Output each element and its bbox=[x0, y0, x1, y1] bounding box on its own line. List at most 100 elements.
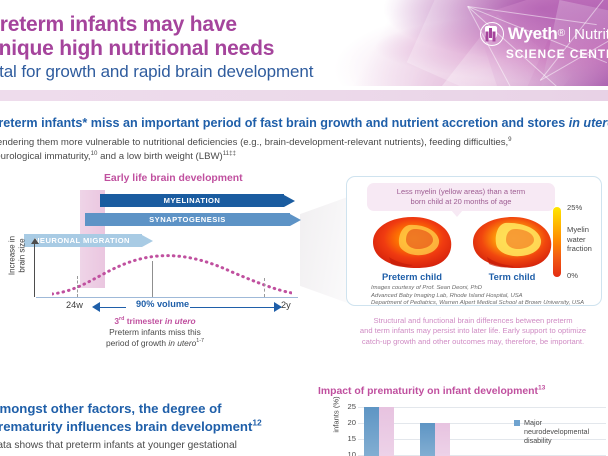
colorbar-max-label: 25% bbox=[567, 203, 583, 212]
section2-heading-line1: Amongst other factors, the degree of bbox=[0, 401, 222, 416]
timeline-arrow-neuronal-migration: NEURONAL MIGRATION bbox=[22, 234, 153, 247]
diagram-x-axis: 24w 90% volume 2y bbox=[60, 299, 300, 315]
bubble-line2: born child at 20 months of age bbox=[410, 197, 512, 206]
page-header: Preterm infants may have unique high nut… bbox=[0, 0, 608, 86]
wyeth-nutrition-logo: Wyeth ® Nutrition SCIENCE CENTER bbox=[479, 22, 608, 61]
colorbar-title-line1: Myelin bbox=[567, 225, 589, 234]
section2-body: Data shows that preterm infants at young… bbox=[0, 440, 237, 451]
trimester-note-body: Preterm infants miss this period of growt… bbox=[60, 327, 250, 349]
header-fade-overlay bbox=[272, 0, 362, 86]
colorbar-min-label: 0% bbox=[567, 271, 578, 280]
brain-development-diagram: Early life brain development MYELINATION… bbox=[0, 168, 608, 368]
trimester-body-line2: period of growth bbox=[105, 338, 169, 348]
section1-body: Rendering them more vulnerable to nutrit… bbox=[0, 136, 608, 163]
trimester-note-title: 3rd trimester in utero bbox=[60, 316, 250, 326]
legend-label-line2: neurodevelopmental bbox=[524, 427, 590, 436]
section1-heading-italic: in utero bbox=[568, 116, 608, 130]
chart-tick-15: 15 bbox=[347, 434, 356, 443]
section1-body-line2: neurological immaturity, bbox=[0, 150, 91, 162]
legend-label-line3: disability bbox=[524, 436, 552, 445]
chart-plot-area bbox=[358, 402, 606, 456]
section2-heading-ref: 12 bbox=[252, 417, 262, 428]
chart-legend: Major neurodevelopmental disability bbox=[514, 418, 608, 445]
pink-note-line1: Structural and functional brain differen… bbox=[373, 316, 573, 325]
timeline-arrow-neuronal-migration-label: NEURONAL MIGRATION bbox=[22, 234, 142, 247]
section1-heading-text: Preterm infants* miss an important perio… bbox=[0, 116, 569, 130]
arrow-head-icon bbox=[142, 234, 153, 247]
x-axis-end-label: 2y bbox=[281, 300, 291, 310]
chart-gridline bbox=[358, 423, 606, 424]
chart-tick-25: 25 bbox=[347, 402, 356, 411]
page-subtitle: vital for growth and rapid brain develop… bbox=[0, 62, 314, 81]
brain-growth-curve bbox=[52, 254, 292, 296]
prematurity-impact-chart: infants (%) 25 20 15 10 Major neurodevel… bbox=[318, 396, 608, 456]
chart-title-text: Impact of prematurity on infant developm… bbox=[318, 386, 538, 397]
section1-body-line2b: and a low birth weight (LBW) bbox=[97, 150, 223, 162]
section1-ref-9: 9 bbox=[508, 135, 512, 143]
diagram-baseline bbox=[36, 297, 298, 299]
chart-bar bbox=[379, 407, 394, 456]
diagram-y-axis bbox=[29, 238, 41, 297]
chart-bar bbox=[364, 407, 379, 456]
trimester-ordinal-suffix: rd bbox=[119, 316, 125, 323]
diagram-y-axis-label: Increase in brain size bbox=[7, 235, 27, 276]
colorbar-title-line3: fraction bbox=[567, 244, 592, 253]
gridline-24w bbox=[77, 276, 79, 297]
arrow-tick-mark bbox=[17, 234, 19, 247]
logo-secondary: Nutrition bbox=[574, 25, 608, 43]
logo-brand: Wyeth bbox=[507, 24, 558, 43]
arrow-right-icon bbox=[274, 302, 282, 313]
pink-note-line2: and term infants may persist into later … bbox=[359, 326, 587, 336]
myelin-colorbar bbox=[553, 207, 561, 277]
arrow-head-icon bbox=[284, 194, 295, 207]
shield-icon bbox=[479, 22, 504, 46]
term-brain-image bbox=[469, 215, 555, 271]
section2-heading-line2: prematurity influences brain development bbox=[0, 419, 253, 434]
legend-label: Major neurodevelopmental disability bbox=[524, 418, 589, 445]
arrow-tick-mark bbox=[22, 234, 24, 247]
preterm-brain-label: Preterm child bbox=[382, 271, 442, 282]
brain-differences-note: Structural and functional brain differen… bbox=[346, 316, 600, 347]
volume-label-mask bbox=[126, 301, 190, 314]
trimester-note: 3rd trimester in utero Preterm infants m… bbox=[60, 316, 250, 349]
diagram-title: Early life brain development bbox=[104, 173, 243, 184]
legend-swatch bbox=[514, 420, 520, 426]
credit-line1: Images courtesy of Prof. Sean Deoni, PhD bbox=[371, 285, 482, 291]
x-axis-start-label: 24w bbox=[66, 300, 83, 310]
header-divider-band bbox=[0, 90, 608, 101]
timeline-arrow-synaptogenesis: SYNAPTOGENESIS bbox=[85, 213, 301, 226]
trimester-body-ref: 1-7 bbox=[196, 338, 205, 345]
colorbar-title-line2: water bbox=[567, 234, 586, 244]
legend-label-line1: Major bbox=[524, 418, 542, 427]
pink-note-line3: catch-up growth and other outcomes may, … bbox=[361, 336, 585, 346]
preterm-brain-image bbox=[369, 215, 455, 271]
arrow-left-icon bbox=[92, 302, 100, 313]
logo-tagline: SCIENCE CENTER bbox=[505, 47, 608, 61]
trimester-italic: in utero bbox=[164, 316, 196, 326]
gridline-2y bbox=[264, 278, 266, 297]
section2-heading: Amongst other factors, the degree of pre… bbox=[0, 400, 320, 436]
chart-y-ticks: 25 20 15 10 bbox=[334, 402, 356, 456]
section1-body-line1: Rendering them more vulnerable to nutrit… bbox=[0, 137, 509, 148]
colorbar-title: Myelin water fraction bbox=[567, 225, 601, 254]
myelin-callout-bubble: Less myelin (yellow areas) than a term b… bbox=[367, 183, 555, 217]
gridline-peak bbox=[152, 261, 153, 297]
image-credit: Images courtesy of Prof. Sean Deoni, PhD… bbox=[371, 285, 584, 308]
arrow-head-icon bbox=[290, 213, 301, 226]
logo-divider bbox=[569, 26, 571, 42]
credit-line2: Advanced Baby Imaging Lab, Rhode Island … bbox=[371, 292, 523, 299]
trimester-ordinal: 3 bbox=[114, 316, 120, 326]
bubble-line1: Less myelin (yellow areas) than a term bbox=[396, 187, 526, 196]
term-brain-label: Term child bbox=[488, 271, 536, 282]
chart-bar bbox=[435, 423, 450, 456]
section1-ref-11: 11‡‡ bbox=[222, 149, 236, 157]
section1-heading: Preterm infants* miss an important perio… bbox=[0, 116, 608, 130]
chart-gridline bbox=[358, 407, 606, 408]
chart-title: Impact of prematurity on infant developm… bbox=[318, 385, 545, 397]
chart-gridline bbox=[358, 439, 606, 440]
volume-label: 90% volume bbox=[136, 299, 190, 309]
chart-bar bbox=[420, 423, 435, 456]
section1-ref-10: 10 bbox=[90, 149, 98, 157]
trimester-body-line1: Preterm infants miss this bbox=[109, 327, 201, 337]
